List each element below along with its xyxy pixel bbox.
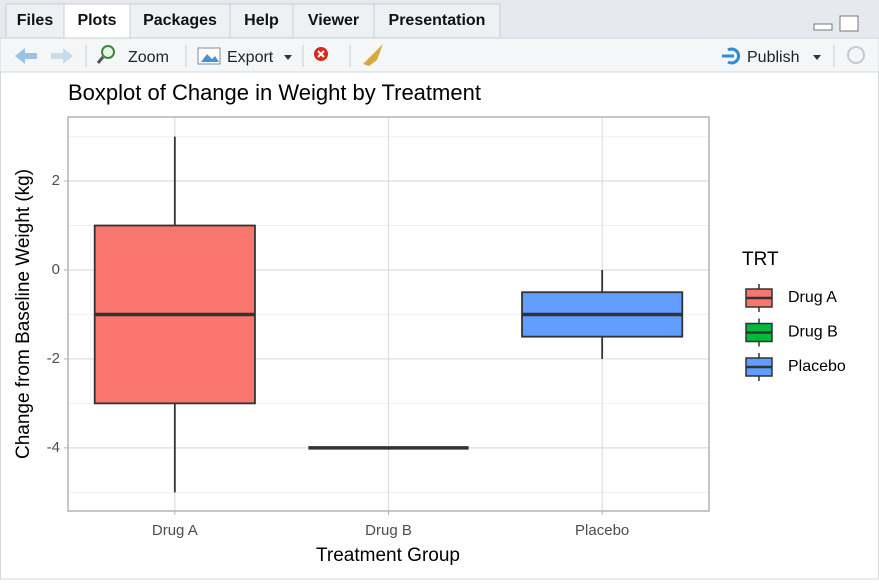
x-tick-label: Drug B xyxy=(365,522,412,539)
window-controls xyxy=(813,15,859,32)
x-axis-title: Treatment Group xyxy=(316,545,460,566)
publish-caret[interactable] xyxy=(813,55,821,60)
y-axis-title: Change from Baseline Weight (kg) xyxy=(13,169,34,459)
tab-label[interactable]: Packages xyxy=(143,12,217,29)
y-tick-label: -2 xyxy=(47,350,60,367)
publish-label[interactable]: Publish xyxy=(747,49,799,66)
y-tick-label: 0 xyxy=(52,261,60,278)
tab-label[interactable]: Plots xyxy=(77,12,116,29)
tab-label[interactable]: Presentation xyxy=(389,12,486,29)
tab-label[interactable]: Viewer xyxy=(308,12,359,29)
zoom-handle xyxy=(96,56,105,64)
y-tick-label: 2 xyxy=(52,172,60,189)
minimize[interactable] xyxy=(813,23,833,31)
panel-border xyxy=(67,116,710,512)
legend-label: Placebo xyxy=(788,358,846,375)
forward[interactable] xyxy=(51,48,73,64)
tab[interactable] xyxy=(373,3,501,39)
tab-label[interactable]: Files xyxy=(17,12,54,29)
publish-icon[interactable] xyxy=(722,47,741,65)
legend-label: Drug A xyxy=(788,289,837,306)
tab[interactable] xyxy=(229,3,294,39)
export-label[interactable]: Export xyxy=(227,49,274,66)
clear-icon[interactable] xyxy=(363,44,383,66)
zoom-label[interactable]: Zoom xyxy=(128,49,169,66)
zoom-icon[interactable] xyxy=(101,45,115,59)
toolbar-icons xyxy=(15,44,865,67)
maximize[interactable] xyxy=(839,15,859,32)
x-tick-label: Placebo xyxy=(575,522,629,539)
legend-label: Drug B xyxy=(788,324,838,341)
chart-title: Boxplot of Change in Weight by Treatment xyxy=(68,80,481,105)
back[interactable] xyxy=(15,48,37,64)
refresh-icon[interactable] xyxy=(847,46,865,64)
y-tick-label: -4 xyxy=(47,439,60,456)
legend-title: TRT xyxy=(742,249,779,270)
export-image xyxy=(201,54,219,62)
export-caret[interactable] xyxy=(284,55,292,60)
remove-x xyxy=(317,50,325,58)
x-tick-label: Drug A xyxy=(152,522,198,539)
tab-label[interactable]: Help xyxy=(244,12,279,29)
tab[interactable] xyxy=(63,3,131,39)
